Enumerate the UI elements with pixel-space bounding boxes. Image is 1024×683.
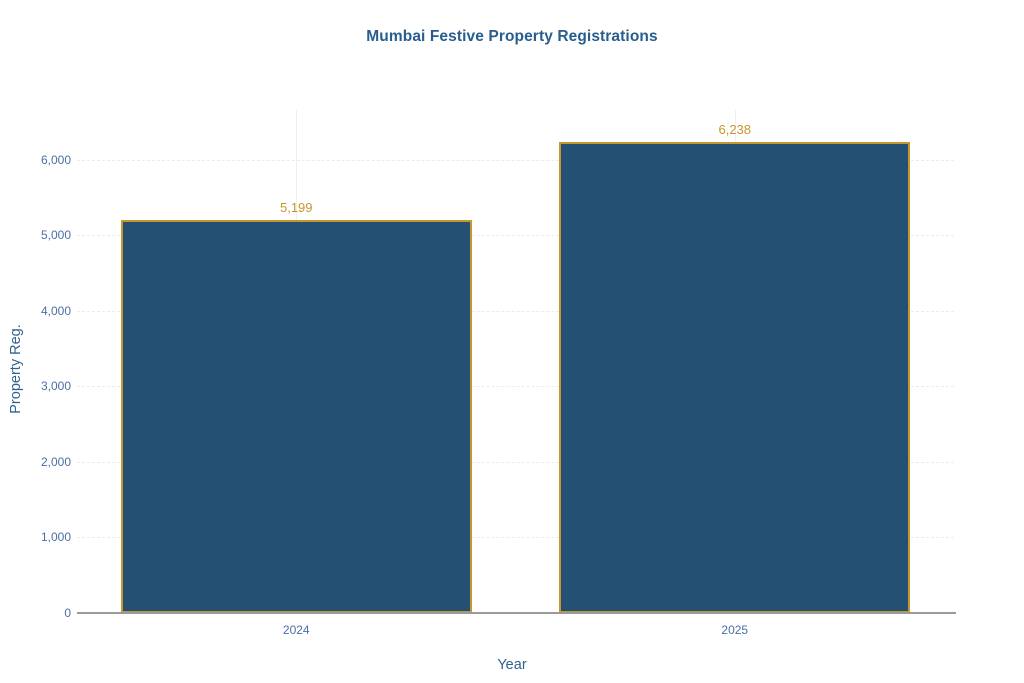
y-tick-label: 3,000 [40,379,71,394]
y-tick-label: 2,000 [40,454,71,469]
chart-title: Mumbai Festive Property Registrations [366,28,658,45]
y-gridline [77,537,954,539]
x-axis-title: Year [497,657,527,673]
y-gridline [77,235,954,237]
y-tick-label: 4,000 [40,303,71,318]
y-gridline [77,461,954,463]
y-tick-label: 1,000 [40,530,71,545]
y-tick-label: 5,000 [40,228,71,243]
x-tick-label: 2024 [282,623,310,637]
x-tick-label: 2025 [721,623,749,637]
y-gridline [77,310,954,312]
bar-2024 [120,220,472,613]
y-tick-label: 0 [64,606,71,620]
y-tick-label: 6,000 [40,152,71,167]
y-axis-title: Property Reg. [8,324,24,414]
bar-2025 [559,141,911,613]
bar-value-label: 6,238 [718,121,752,137]
bar-value-label: 5,199 [279,200,313,216]
y-gridline [77,159,954,161]
x-axis-line [77,612,956,614]
y-gridline [77,386,954,388]
